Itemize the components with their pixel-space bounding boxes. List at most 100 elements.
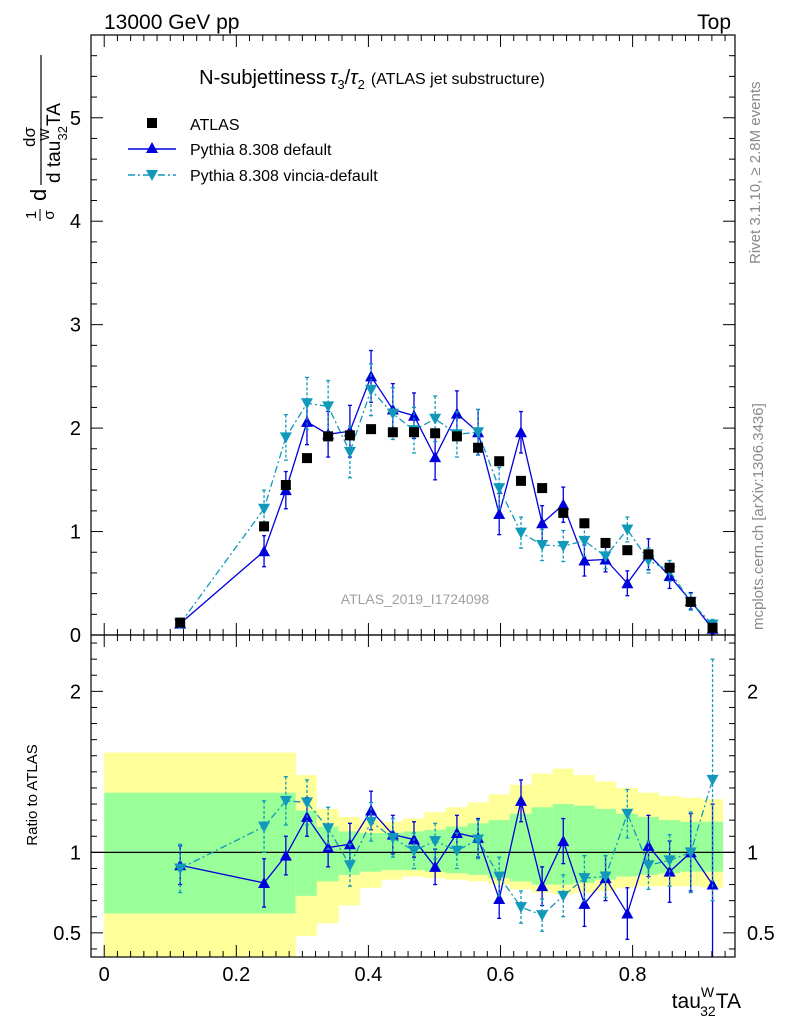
svg-text:1: 1: [23, 211, 40, 219]
ratio-default-point: [557, 835, 570, 847]
ratio-default-point: [429, 860, 442, 872]
legend-marker-atlas: [147, 118, 157, 128]
band-green: [295, 810, 317, 896]
main-atlas-point: [259, 521, 270, 532]
main-y-tick-labels: 0 1 2 3 4 5: [70, 108, 81, 647]
main-atlas-point: [600, 537, 611, 548]
main-vincia-point: [514, 527, 527, 539]
main-default-point: [514, 426, 527, 438]
ratio-vincia-point: [174, 863, 187, 875]
ratio-vincia-point: [322, 823, 335, 835]
legend-label-default: Pythia 8.308 default: [190, 142, 332, 159]
main-atlas-point: [430, 428, 441, 439]
ratio-default-point: [642, 839, 655, 851]
main-atlas-point: [301, 453, 312, 464]
x-tick-label: 0.4: [355, 964, 383, 986]
ratio-vincia-point: [258, 821, 271, 833]
ratio-y-tick-label: 0.5: [53, 923, 81, 945]
ratio-vincia-point: [642, 860, 655, 872]
main-atlas-point: [515, 475, 526, 486]
svg-text:σ: σ: [41, 210, 58, 220]
ratio-frame: [90, 634, 736, 958]
main-vincia-point: [578, 535, 591, 547]
main-y-tick-label: 4: [70, 211, 81, 233]
main-default-point: [557, 498, 570, 510]
svg-text:d: d: [26, 189, 51, 201]
band-green: [338, 831, 360, 875]
legend-label-atlas: ATLAS: [190, 117, 240, 134]
main-y-axis-label: 1 σ d dσ d tauW 32TA: [20, 55, 70, 221]
ratio-vincia-point: [706, 774, 719, 786]
main-vincia-point: [536, 540, 549, 551]
main-vincia-point: [557, 541, 570, 553]
main-vincia-point: [493, 483, 506, 495]
ratio-vincia-point: [300, 797, 313, 809]
band-green: [509, 813, 532, 882]
main-atlas-point: [175, 617, 186, 628]
main-y-tick-label: 0: [70, 625, 81, 647]
ratio-default-point: [578, 897, 591, 909]
main-y-tick-label: 2: [70, 418, 81, 440]
legend-marker-default: [146, 142, 158, 153]
main-atlas-point: [537, 483, 548, 494]
main-atlas-point: [323, 431, 334, 442]
ratio-vincia-point: [663, 855, 676, 867]
ratio-vincia-point: [472, 834, 485, 846]
ratio-tick-labels: 0.5 0.5 1 1 2 2 0 0.2 0.4 0.6 0.8: [53, 681, 775, 986]
ratio-default-point: [621, 907, 634, 919]
band-green: [616, 813, 638, 877]
ratio-vincia-point: [684, 847, 697, 859]
ratio-default-point: [258, 876, 271, 888]
ratio-vincia-point: [578, 873, 591, 885]
legend-marker-vincia: [146, 170, 158, 181]
main-atlas-point: [344, 430, 355, 441]
main-y-tick-label: 3: [70, 315, 81, 337]
ratio-default-point: [514, 794, 527, 806]
band-green: [488, 820, 510, 879]
header-left: 13000 GeV pp: [104, 11, 239, 34]
ratio-vincia-point: [343, 860, 356, 872]
main-atlas-point: [408, 427, 419, 438]
ratio-vincia-point: [429, 836, 442, 848]
main-vincia-point: [621, 524, 634, 536]
ratio-y-tick-label: 1: [70, 842, 81, 864]
x-axis-label: tauW 32TA: [672, 984, 741, 1019]
band-green: [259, 792, 296, 914]
main-vincia-point: [322, 401, 335, 413]
ratio-vincia-point: [599, 871, 612, 883]
band-green: [104, 792, 260, 914]
main-default-point: [429, 451, 442, 463]
main-atlas-point: [664, 562, 675, 573]
main-atlas-point: [451, 431, 462, 442]
ratio-y-tick-label: 2: [70, 681, 81, 703]
ratio-y-tick-label-right: 0.5: [747, 923, 775, 945]
main-atlas-point: [707, 622, 718, 633]
main-vincia-point: [599, 551, 612, 563]
main-y-tick-label: 5: [70, 108, 81, 130]
ratio-vincia-point: [493, 871, 506, 883]
x-tick-label: 0.2: [222, 964, 250, 986]
main-vincia-point: [343, 446, 356, 458]
main-vincia-point: [300, 398, 313, 410]
x-tick-label: 0.8: [619, 964, 647, 986]
ratio-vincia-point: [279, 795, 292, 807]
mcplots-label: mcplots.cern.ch [arXiv:1306.3436]: [750, 403, 767, 630]
ratio-default-point: [706, 878, 719, 890]
main-atlas-point: [579, 518, 590, 529]
main-atlas-point: [622, 545, 633, 556]
main-vincia-point: [365, 384, 378, 396]
main-vincia-point: [279, 432, 292, 444]
x-tick-label: 0.6: [487, 964, 515, 986]
ratio-vincia-point: [386, 832, 399, 844]
main-series-layer: [174, 349, 719, 635]
header-right: Top: [697, 11, 731, 34]
analysis-watermark: ATLAS_2019_I1724098: [341, 591, 490, 607]
main-default-point: [300, 415, 313, 427]
ratio-default-point: [322, 841, 335, 853]
main-default-point: [493, 507, 506, 519]
svg-text:dσ: dσ: [20, 127, 39, 147]
ratio-vincia-point: [407, 845, 420, 857]
ratio-vincia-point: [557, 890, 570, 902]
band-green: [381, 833, 403, 871]
